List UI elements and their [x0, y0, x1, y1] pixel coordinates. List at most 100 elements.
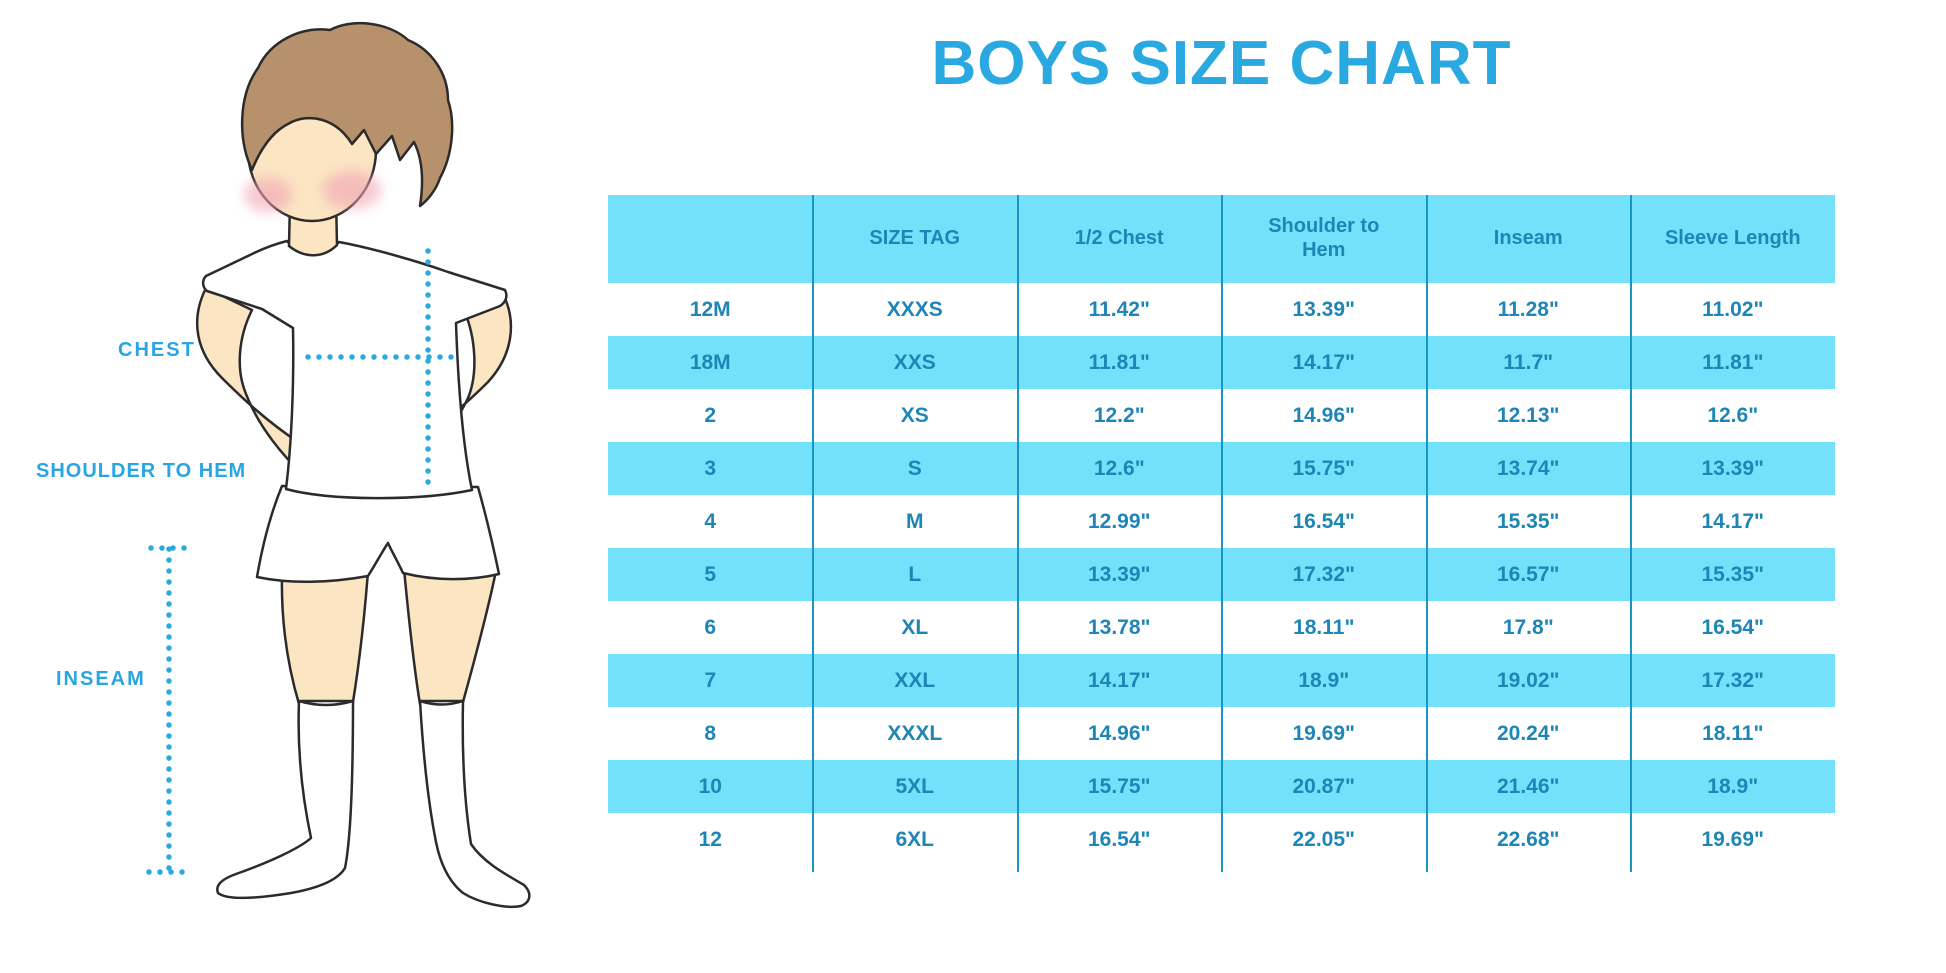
- table-cell: S: [812, 442, 1017, 495]
- table-cell: 14.96": [1292, 403, 1355, 427]
- table-cell: L: [812, 548, 1017, 601]
- table-cell: 18.11": [1702, 721, 1764, 745]
- table-cell: 10: [608, 760, 813, 813]
- table-cell: 21.46": [1426, 760, 1631, 813]
- table-cell: 15.35": [1496, 509, 1560, 533]
- chest-label: CHEST: [118, 339, 196, 361]
- table-cell: XXL: [812, 654, 1017, 707]
- table-cell: 13.78": [1087, 615, 1151, 639]
- table-cell: 4: [704, 509, 717, 533]
- page-title: BOYS SIZE CHART: [931, 29, 1512, 98]
- table-header-row: SIZE TAG 1/2 Chest Shoulder to Hem Insea…: [608, 195, 1835, 283]
- table-cell: 11.7": [1426, 336, 1631, 389]
- boy-left-sock: [216, 699, 355, 900]
- table-cell: XL: [901, 615, 929, 639]
- table-cell: 17.8": [1502, 615, 1554, 639]
- col-header-shoulder-to-hem: Shoulder to Hem: [1221, 195, 1426, 283]
- col-header-half-chest: 1/2 Chest: [1017, 195, 1222, 283]
- table-cell: 18M: [608, 336, 813, 389]
- table-cell: 11.42": [1088, 297, 1150, 321]
- table-cell: 20.24": [1496, 721, 1560, 745]
- table-cell: 11.81": [1630, 336, 1835, 389]
- table-cell: 13.39": [1017, 548, 1222, 601]
- table-cell: 12.6": [1017, 442, 1222, 495]
- table-cell: 18.9": [1630, 760, 1835, 813]
- table-cell: 13.39": [1292, 297, 1355, 321]
- col-header-size-tag: SIZE TAG: [812, 195, 1017, 283]
- table-cell: XXXS: [886, 297, 943, 321]
- column-separator: [812, 195, 814, 872]
- shoulder-to-hem-label: SHOULDER TO HEM: [36, 460, 247, 482]
- table-row: 2 XS 12.2" 14.96" 12.13" 12.6": [608, 389, 1835, 442]
- table-cell: 16.57": [1426, 548, 1631, 601]
- table-cell: 15.35": [1630, 548, 1835, 601]
- table-cell: 16.54": [1701, 615, 1764, 639]
- table-row: 10 5XL 15.75" 20.87" 21.46" 18.9": [608, 760, 1835, 813]
- table-cell: 5: [608, 548, 813, 601]
- boy-illustration: [146, 21, 531, 908]
- boy-hair: [240, 21, 454, 208]
- boy-shorts: [255, 484, 501, 584]
- table-cell: 19.69": [1701, 827, 1764, 851]
- table-cell: 15.75": [1017, 760, 1222, 813]
- table-cell: 14.17": [1017, 654, 1222, 707]
- table-cell: 7: [608, 654, 813, 707]
- table-cell: XXS: [812, 336, 1017, 389]
- table-cell: 17.32": [1221, 548, 1426, 601]
- table-row: 4 M 12.99" 16.54" 15.35" 14.17": [608, 495, 1835, 548]
- table-cell: 18.9": [1221, 654, 1426, 707]
- table-cell: 12.13": [1496, 403, 1560, 427]
- boy-left-cheek: [244, 178, 292, 212]
- table-cell: 19.69": [1292, 721, 1355, 745]
- table-cell: XXXL: [887, 721, 943, 745]
- table-cell: 12.6": [1707, 403, 1759, 427]
- table-cell: 13.74": [1426, 442, 1631, 495]
- table-cell: 11.28": [1497, 297, 1559, 321]
- table-cell: 14.17": [1221, 336, 1426, 389]
- table-cell: 19.02": [1426, 654, 1631, 707]
- column-separator: [1426, 195, 1428, 872]
- table-cell: 6: [704, 615, 717, 639]
- left-sock-top-line: [298, 699, 354, 707]
- table-row: 12M XXXS 11.42" 13.39" 11.28" 11.02": [608, 283, 1835, 336]
- table-cell: 5XL: [812, 760, 1017, 813]
- boy-right-cheek: [323, 171, 381, 209]
- table-row: 3 S 12.6" 15.75" 13.74" 13.39": [608, 442, 1835, 495]
- table-cell: 17.32": [1630, 654, 1835, 707]
- table-cell: 16.54": [1292, 509, 1355, 533]
- table-row: 6 XL 13.78" 18.11" 17.8" 16.54": [608, 601, 1835, 654]
- table-cell: 16.54": [1087, 827, 1151, 851]
- table-cell: 3: [608, 442, 813, 495]
- right-sock-top-line: [419, 699, 464, 706]
- table-cell: 2: [704, 403, 717, 427]
- table-row: 12 6XL 16.54" 22.05" 22.68" 19.69": [608, 813, 1835, 866]
- table-cell: 14.96": [1087, 721, 1151, 745]
- col-header-size: [608, 195, 813, 283]
- size-table-body: 12M XXXS 11.42" 13.39" 11.28" 11.02" 18M XXS 11.…: [608, 283, 1835, 866]
- table-cell: 8: [704, 721, 717, 745]
- col-header-sleeve-length: Sleeve Length: [1630, 195, 1835, 283]
- table-cell: 12: [698, 827, 722, 851]
- size-table: SIZE TAG 1/2 Chest Shoulder to Hem Insea…: [608, 195, 1835, 866]
- table-cell: M: [906, 509, 924, 533]
- table-cell: 11.81": [1017, 336, 1222, 389]
- table-row: 7 XXL 14.17" 18.9" 19.02" 17.32": [608, 654, 1835, 707]
- table-cell: 18.11": [1293, 615, 1355, 639]
- table-row: 5 L 13.39" 17.32" 16.57" 15.35": [608, 548, 1835, 601]
- boy-shirt: [201, 239, 508, 500]
- column-separator: [1630, 195, 1632, 872]
- table-cell: 22.68": [1496, 827, 1560, 851]
- inseam-label: INSEAM: [56, 668, 146, 690]
- boy-right-sock: [418, 699, 531, 908]
- table-cell: 13.39": [1630, 442, 1835, 495]
- table-cell: 22.05": [1292, 827, 1355, 851]
- table-row: 18M XXS 11.81" 14.17" 11.7" 11.81": [608, 336, 1835, 389]
- column-separator: [1221, 195, 1223, 872]
- table-cell: XS: [900, 403, 929, 427]
- table-cell: 12M: [689, 297, 731, 321]
- column-separator: [1017, 195, 1019, 872]
- col-header-inseam: Inseam: [1426, 195, 1631, 283]
- table-cell: 6XL: [895, 827, 934, 851]
- table-row: 8 XXXL 14.96" 19.69" 20.24" 18.11": [608, 707, 1835, 760]
